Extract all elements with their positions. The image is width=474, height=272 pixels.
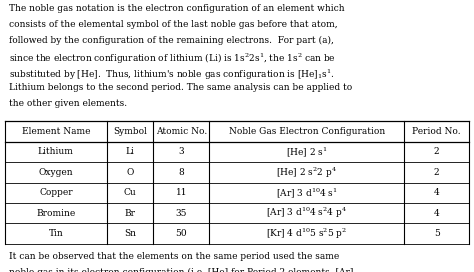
Text: [Kr] 4 d$^{10}$5 s$^2$5 p$^2$: [Kr] 4 d$^{10}$5 s$^2$5 p$^2$ (266, 226, 347, 241)
Text: [Ar] 3 d$^{10}$4 s$^2$4 p$^4$: [Ar] 3 d$^{10}$4 s$^2$4 p$^4$ (266, 206, 347, 220)
Text: consists of the elemental symbol of the last noble gas before that atom,: consists of the elemental symbol of the … (9, 20, 338, 29)
Text: 8: 8 (178, 168, 184, 177)
Text: It can be observed that the elements on the same period used the same: It can be observed that the elements on … (9, 252, 340, 261)
Text: Copper: Copper (39, 188, 73, 197)
Text: 2: 2 (434, 168, 439, 177)
Text: 4: 4 (434, 188, 439, 197)
Text: since the electron configuration of lithium (Li) is 1s$^2$2s$^1$, the 1s$^2$ can: since the electron configuration of lith… (9, 51, 337, 66)
Text: Bromine: Bromine (36, 209, 75, 218)
Text: 4: 4 (434, 209, 439, 218)
Text: 50: 50 (175, 229, 187, 238)
Text: Atomic No.: Atomic No. (155, 127, 207, 136)
Text: 5: 5 (434, 229, 440, 238)
Text: Cu: Cu (124, 188, 137, 197)
Text: The noble gas notation is the electron configuration of an element which: The noble gas notation is the electron c… (9, 4, 345, 13)
Text: Li: Li (126, 147, 135, 156)
Text: the other given elements.: the other given elements. (9, 99, 128, 108)
Text: [Ar] 3 d$^{10}$4 s$^1$: [Ar] 3 d$^{10}$4 s$^1$ (276, 186, 337, 200)
Text: Lithium belongs to the second period. The same analysis can be applied to: Lithium belongs to the second period. Th… (9, 83, 353, 92)
Text: Element Name: Element Name (22, 127, 90, 136)
Text: Noble Gas Electron Configuration: Noble Gas Electron Configuration (228, 127, 385, 136)
Text: [He] 2 s$^1$: [He] 2 s$^1$ (286, 145, 328, 159)
Text: O: O (127, 168, 134, 177)
Text: Symbol: Symbol (113, 127, 147, 136)
Text: Oxygen: Oxygen (38, 168, 73, 177)
Text: Lithium: Lithium (38, 147, 74, 156)
Text: 11: 11 (175, 188, 187, 197)
Text: 35: 35 (175, 209, 187, 218)
Text: noble gas in its electron configuration (i.e. [He] for Period 2 elements, [Ar]: noble gas in its electron configuration … (9, 268, 354, 272)
Text: Sn: Sn (124, 229, 136, 238)
Text: 3: 3 (178, 147, 184, 156)
Text: 2: 2 (434, 147, 439, 156)
Text: Period No.: Period No. (412, 127, 461, 136)
Text: substituted by [He].  Thus, lithium's noble gas configuration is [He]$_1$s$^1$.: substituted by [He]. Thus, lithium's nob… (9, 67, 335, 82)
Text: Tin: Tin (48, 229, 63, 238)
Text: [He] 2 s$^2$2 p$^4$: [He] 2 s$^2$2 p$^4$ (276, 165, 337, 180)
Text: Br: Br (125, 209, 136, 218)
Text: followed by the configuration of the remaining electrons.  For part (a),: followed by the configuration of the rem… (9, 36, 334, 45)
